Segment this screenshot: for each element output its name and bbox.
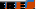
Line: N-M: N-M — [21, 0, 37, 9]
Line: NN-fb: NN-fb — [5, 1, 13, 8]
Legend: RL-AKF, N-M, Cov-scale, NN-fb, Default: RL-AKF, N-M, Cov-scale, NN-fb, Default — [0, 0, 26, 2]
Line: Default: Default — [15, 1, 23, 8]
Line: N-M: N-M — [11, 0, 27, 9]
Line: NN-fb: NN-fb — [25, 1, 33, 8]
Line: RL-AKF: RL-AKF — [25, 1, 33, 8]
Line: Cov-scale: Cov-scale — [15, 1, 23, 8]
Line: Cov-scale: Cov-scale — [5, 1, 13, 8]
Line: Default: Default — [5, 1, 13, 8]
Line: RL-AKF: RL-AKF — [15, 1, 23, 8]
Line: NN-fb: NN-fb — [15, 1, 23, 8]
Legend: RL-AKF, N-M, Cov-scale, NN-fb, Default: RL-AKF, N-M, Cov-scale, NN-fb, Default — [0, 0, 6, 2]
N-M — [31, 1, 32, 2]
Line: Cov-scale: Cov-scale — [25, 1, 33, 8]
Legend: RL-AKF, N-M, Cov-scale, NN-fb, Default: RL-AKF, N-M, Cov-scale, NN-fb, Default — [0, 0, 16, 2]
Line: RL-AKF: RL-AKF — [5, 1, 13, 8]
RL-AKF — [25, 5, 26, 6]
Cov-scale — [25, 1, 26, 2]
Line: Default: Default — [25, 1, 33, 8]
Line: N-M: N-M — [1, 0, 17, 9]
